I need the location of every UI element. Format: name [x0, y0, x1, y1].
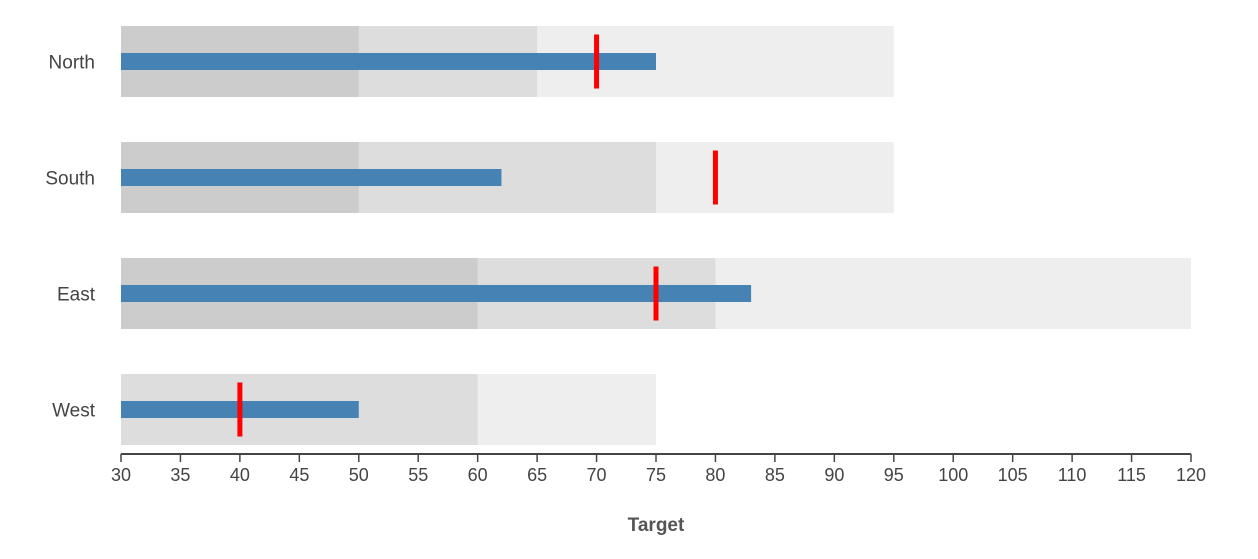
x-tick-label: 70: [587, 465, 607, 485]
category-label: North: [49, 53, 95, 74]
bullet-row-south: South: [45, 142, 894, 213]
bullet-row-north: North: [49, 26, 894, 97]
category-label: East: [57, 285, 96, 306]
x-tick-label: 80: [705, 465, 725, 485]
x-tick-label: 30: [111, 465, 131, 485]
target-marker: [653, 266, 659, 321]
bullet-row-west: West: [52, 374, 656, 445]
x-tick-label: 100: [938, 465, 968, 485]
x-axis-title: Target: [628, 515, 685, 536]
x-tick-label: 120: [1176, 465, 1206, 485]
x-tick-label: 40: [230, 465, 250, 485]
x-tick-label: 110: [1058, 465, 1087, 485]
x-tick-label: 35: [170, 465, 190, 485]
x-tick-label: 60: [468, 465, 488, 485]
bullet-row-east: East: [57, 258, 1191, 329]
value-bar: [121, 53, 656, 70]
category-label: South: [45, 169, 95, 190]
category-label: West: [52, 401, 96, 422]
x-tick-label: 90: [824, 465, 844, 485]
x-tick-label: 115: [1117, 465, 1146, 485]
target-marker: [237, 382, 243, 437]
x-axis: 30 35 40 45 50 55 60 65 70 75 80 85 90 95 100 105 110 115…: [111, 453, 1206, 485]
x-tick-label: 105: [998, 465, 1028, 485]
value-bar: [121, 285, 752, 302]
x-tick-label: 55: [408, 465, 428, 485]
x-tick-label: 65: [527, 465, 547, 485]
value-bar: [121, 169, 502, 186]
x-tick-label: 85: [765, 465, 785, 485]
bullet-rows: North South East West: [45, 26, 1191, 445]
x-tick-label: 95: [884, 465, 904, 485]
x-tick-label: 50: [349, 465, 369, 485]
target-marker: [594, 34, 600, 89]
x-tick-label: 75: [646, 465, 666, 485]
target-marker: [712, 150, 718, 205]
x-tick-label: 45: [289, 465, 309, 485]
